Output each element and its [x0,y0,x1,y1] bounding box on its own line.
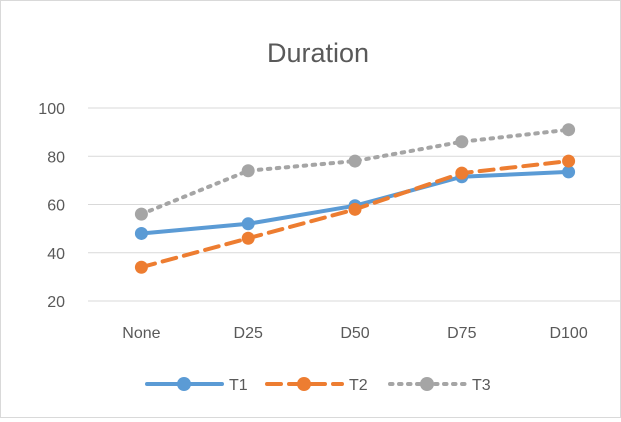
x-tick-label-d50: D50 [340,325,369,342]
x-tick-label-d25: D25 [234,325,263,342]
point-t3-d50 [348,154,362,168]
x-axis-ticks: None D25 D50 D75 D100 [122,325,588,342]
point-t2-d50 [348,202,362,216]
y-tick-label-40: 40 [47,246,65,263]
legend-label-t1: T1 [229,377,248,394]
legend-label-t3: T3 [472,377,491,394]
legend: T1 T2 T3 [145,377,491,394]
y-axis-ticks: 20 40 60 80 100 [38,101,65,311]
point-t2-d25 [241,231,255,245]
point-t2-d75 [455,166,469,180]
point-t2-d100 [562,154,576,168]
legend-marker-t2 [297,377,311,391]
point-t3-none [134,207,148,221]
point-t1-d100 [562,165,576,179]
y-tick-label-20: 20 [47,294,65,311]
y-tick-label-100: 100 [38,101,65,118]
series-lines [134,123,576,274]
y-tick-label-60: 60 [47,198,65,215]
y-tick-label-80: 80 [47,149,65,166]
point-t1-none [134,226,148,240]
point-t2-none [134,260,148,274]
point-t3-d25 [241,164,255,178]
x-tick-label-d75: D75 [447,325,476,342]
legend-label-t2: T2 [349,377,368,394]
legend-marker-t3 [420,377,434,391]
point-t3-d75 [455,135,469,149]
x-tick-label-d100: D100 [549,325,587,342]
x-tick-label-none: None [122,325,160,342]
legend-marker-t1 [177,377,191,391]
point-t1-d25 [241,217,255,231]
point-t3-d100 [562,123,576,137]
chart-title: Duration [267,38,369,68]
